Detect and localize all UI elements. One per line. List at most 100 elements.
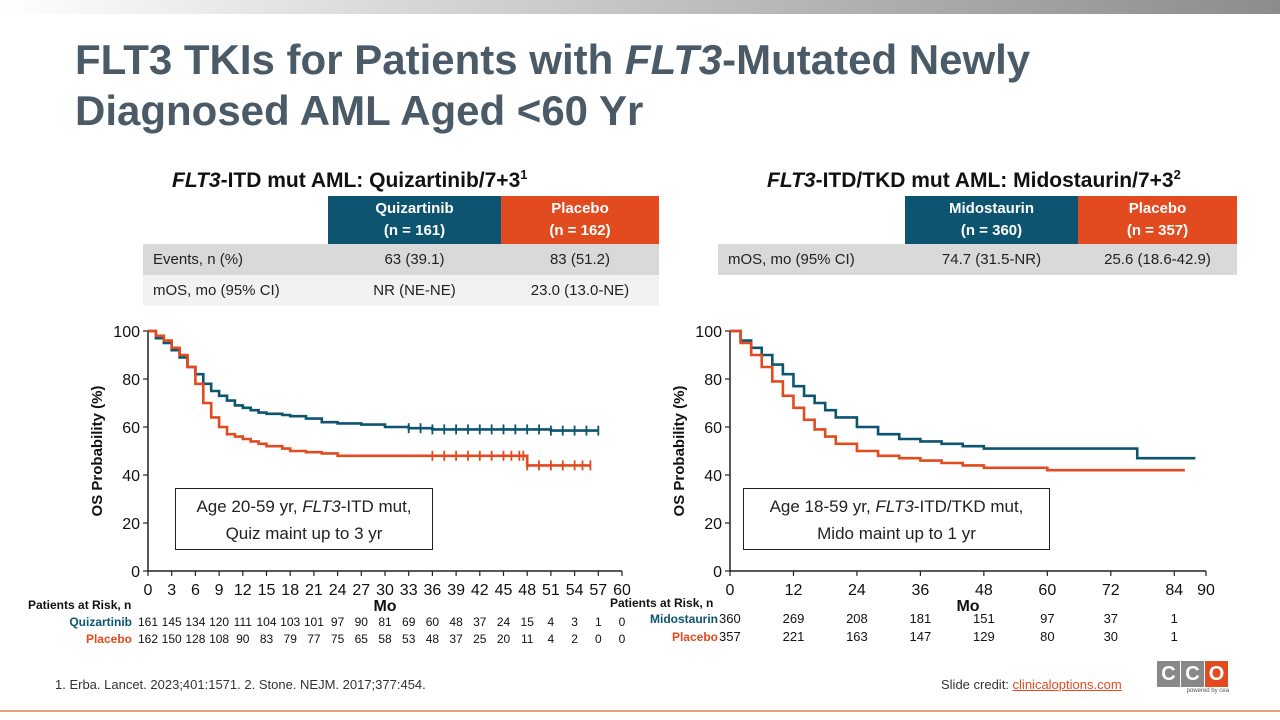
x-tick-label: 84 (1165, 582, 1183, 599)
x-axis-label: Mo (373, 598, 396, 615)
risk-series-name: Midostaurin (650, 612, 718, 626)
risk-count: 60 (426, 615, 440, 629)
x-tick-label: 54 (566, 582, 584, 599)
x-tick-label: 42 (471, 582, 489, 599)
risk-count: 134 (185, 615, 205, 629)
km-curve-quizartinib (148, 329, 599, 432)
col-placebo: Placebo (n = 162) (501, 196, 659, 244)
risk-count: 145 (162, 615, 182, 629)
risk-count: 4 (548, 615, 555, 629)
risk-count: 0 (619, 632, 626, 646)
x-tick-label: 6 (191, 582, 200, 599)
risk-count: 120 (209, 615, 229, 629)
x-tick-label: 33 (400, 582, 418, 599)
top-gradient-bar (0, 0, 1280, 14)
risk-count: 1 (1171, 611, 1178, 626)
risk-count: 101 (304, 615, 324, 629)
col-midostaurin: Midostaurin (n = 360) (905, 196, 1078, 244)
x-tick-label: 3 (167, 582, 176, 599)
table-row: mOS, mo (95% CI) NR (NE-NE) 23.0 (13.0-NE) (143, 275, 659, 306)
x-tick-label: 0 (144, 582, 153, 599)
y-tick-label: 80 (704, 372, 722, 389)
x-tick-label: 36 (912, 582, 930, 599)
y-tick-label: 0 (131, 564, 140, 581)
x-tick-label: 21 (305, 582, 323, 599)
y-tick-label: 100 (113, 324, 140, 341)
risk-table-label: Patients at Risk, n (28, 598, 131, 612)
risk-count: 83 (260, 632, 274, 646)
risk-count: 58 (378, 632, 392, 646)
risk-count: 69 (402, 615, 416, 629)
risk-count: 48 (449, 615, 463, 629)
x-tick-label: 24 (848, 582, 866, 599)
risk-count: 90 (236, 632, 250, 646)
x-tick-label: 18 (281, 582, 299, 599)
x-tick-label: 27 (352, 582, 370, 599)
x-tick-label: 12 (234, 582, 252, 599)
risk-count: 90 (355, 615, 369, 629)
references-footnote: 1. Erba. Lancet. 2023;401:1571. 2. Stone… (55, 677, 426, 692)
y-tick-label: 40 (704, 468, 722, 485)
right-subtitle: FLT3-ITD/TKD mut AML: Midostaurin/7+32 (767, 167, 1181, 192)
risk-count: 4 (548, 632, 555, 646)
table-row: Events, n (%) 63 (39.1) 83 (51.2) (143, 244, 659, 275)
x-tick-label: 48 (975, 582, 993, 599)
risk-count: 37 (449, 632, 463, 646)
km-curve-placebo (148, 329, 591, 467)
risk-count: 0 (595, 632, 602, 646)
y-tick-label: 80 (122, 372, 140, 389)
x-tick-label: 15 (258, 582, 276, 599)
y-tick-label: 60 (122, 420, 140, 437)
risk-count: 11 (521, 632, 534, 646)
y-axis-label: OS Probability (%) (671, 386, 688, 517)
y-tick-label: 20 (704, 516, 722, 533)
x-tick-label: 51 (542, 582, 560, 599)
x-tick-label: 36 (424, 582, 442, 599)
bottom-line (0, 710, 1280, 712)
y-tick-label: 40 (122, 468, 140, 485)
x-axis-label: Mo (956, 598, 979, 615)
risk-count: 81 (378, 615, 392, 629)
logo-letter: O (1205, 661, 1228, 687)
col-quizartinib: Quizartinib (n = 161) (328, 196, 501, 244)
risk-count: 97 (331, 615, 345, 629)
risk-count: 360 (719, 611, 741, 626)
x-tick-label: 30 (376, 582, 394, 599)
risk-series-name: Placebo (672, 630, 718, 644)
right-results-table: Midostaurin (n = 360) Placebo (n = 357) mO… (718, 196, 1237, 275)
risk-count: 97 (1040, 611, 1054, 626)
x-tick-label: 39 (447, 582, 465, 599)
risk-count: 37 (473, 615, 487, 629)
risk-count: 79 (284, 632, 298, 646)
risk-count: 24 (497, 615, 511, 629)
risk-count: 15 (521, 615, 535, 629)
risk-count: 103 (280, 615, 300, 629)
logo-letter: C (1181, 661, 1204, 687)
risk-count: 25 (473, 632, 487, 646)
risk-count: 1 (595, 615, 602, 629)
col-placebo: Placebo (n = 357) (1078, 196, 1237, 244)
risk-count: 2 (571, 632, 578, 646)
left-subtitle: FLT3-ITD mut AML: Quizartinib/7+31 (172, 167, 528, 192)
risk-count: 20 (497, 632, 511, 646)
risk-series-name: Placebo (86, 632, 132, 646)
logo-letter: C (1157, 661, 1180, 687)
risk-count: 208 (846, 611, 868, 626)
y-tick-label: 60 (704, 420, 722, 437)
risk-count: 151 (973, 611, 995, 626)
x-tick-label: 48 (518, 582, 536, 599)
x-tick-label: 24 (329, 582, 347, 599)
x-tick-label: 12 (785, 582, 803, 599)
risk-count: 30 (1104, 629, 1118, 644)
x-tick-label: 45 (495, 582, 513, 599)
y-axis-label: OS Probability (%) (89, 386, 106, 517)
credit-link[interactable]: clinicaloptions.com (1012, 677, 1122, 692)
x-tick-label: 9 (215, 582, 224, 599)
risk-count: 147 (910, 629, 932, 644)
logo-tag: powered by cea (1186, 688, 1229, 694)
risk-count: 48 (426, 632, 440, 646)
risk-count: 181 (910, 611, 932, 626)
left-note-box: Age 20-59 yr, FLT3-ITD mut, Quiz maint up… (175, 488, 433, 550)
